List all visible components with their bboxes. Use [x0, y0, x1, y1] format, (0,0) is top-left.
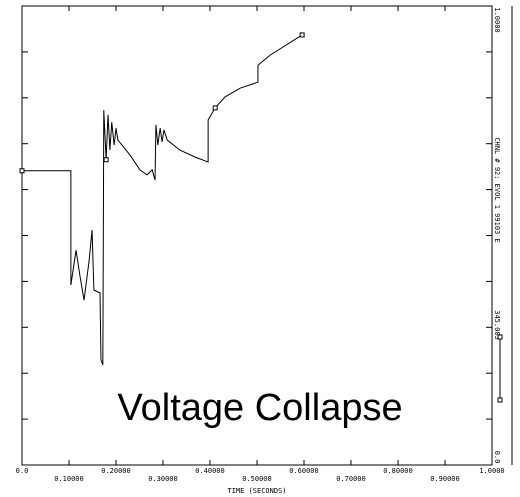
x-tick-label: 0.30000	[148, 475, 178, 483]
legend-label: 345.003	[493, 310, 501, 340]
data-marker	[103, 157, 109, 163]
data-marker	[19, 168, 25, 174]
x-tick-label: 0.50000	[242, 475, 272, 483]
annotation: Voltage Collapse	[117, 387, 402, 429]
x-tick-label: 0.60000	[289, 467, 319, 475]
x-tick-label: 0.20000	[101, 467, 131, 475]
legend-marker	[497, 397, 503, 403]
x-tick-label: 0.0	[16, 467, 29, 475]
data-line	[22, 34, 303, 366]
x-tick-label: 0.10000	[54, 475, 84, 483]
x-tick-label: 1.0000	[479, 467, 504, 475]
y-tick-label: 1.0000	[493, 7, 501, 32]
x-tick-label: 0.40000	[195, 467, 225, 475]
x-tick-label: 0.90000	[430, 475, 460, 483]
x-axis-label: TIME (SECONDS)	[227, 487, 286, 495]
y-tick-label: 0.0	[493, 451, 501, 464]
x-tick-label: 0.70000	[336, 475, 366, 483]
data-marker	[299, 32, 305, 38]
y-axis-label: CHNL # 92: EVOL 1 99103 E	[493, 137, 501, 242]
x-tick-label: 0.80000	[383, 467, 413, 475]
data-marker	[212, 105, 218, 111]
legend-marker	[497, 334, 503, 340]
